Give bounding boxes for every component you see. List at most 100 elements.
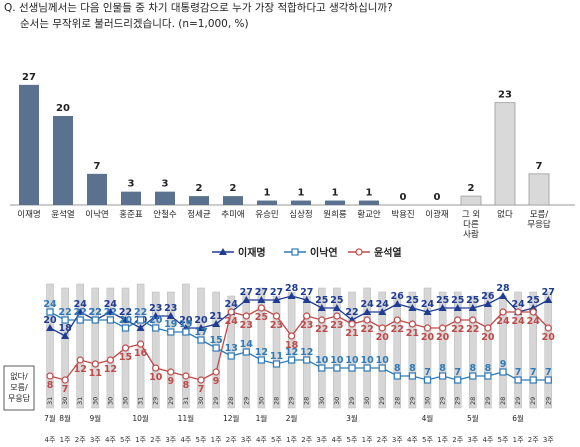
legend-marker-1 [291, 248, 299, 256]
series-1-label-14: 12 [255, 347, 268, 358]
month-label-7: 2월 [286, 413, 298, 423]
series-0-label-23: 26 [391, 291, 405, 302]
gray-bar-value-29: 29 [484, 397, 492, 405]
gray-bar-value-21: 30 [363, 397, 371, 405]
series-2-label-7: 10 [149, 372, 163, 383]
series-1-label-28: 8 [469, 363, 476, 374]
bar-category-0: 이재명 [17, 209, 40, 220]
gray-bar-value-5: 30 [122, 397, 130, 405]
bar-value-7: 1 [264, 188, 271, 199]
legend-marker-0 [219, 248, 227, 255]
series-0-point-8 [166, 312, 175, 319]
bar-value-10: 1 [366, 188, 373, 199]
bar-value-13: 2 [468, 183, 475, 194]
week-label-7: 2주 [150, 436, 161, 444]
series-1-label-1: 22 [58, 307, 71, 318]
series-0-label-32: 25 [527, 295, 540, 306]
series-2-point-5 [121, 344, 130, 352]
series-1-point-4 [106, 316, 115, 324]
series-1-point-26 [439, 372, 447, 380]
series-1-label-5: 20 [119, 315, 133, 326]
bar-value-2: 7 [94, 161, 101, 172]
week-label-32: 2주 [528, 436, 539, 444]
series-0-label-30: 28 [496, 283, 510, 294]
gray-bar-32 [529, 291, 537, 409]
series-2-point-30 [499, 308, 507, 316]
series-1-point-6 [137, 316, 145, 324]
bar-category-12: 이광재 [425, 209, 448, 220]
series-0-label-19: 25 [330, 295, 343, 306]
series-1-label-27: 7 [454, 367, 461, 378]
series-1-label-26: 8 [439, 363, 446, 374]
bar-category-14: 없다 [497, 210, 513, 220]
gray-bar-33 [544, 291, 553, 409]
series-1-point-11 [212, 344, 220, 352]
series-1-point-20 [348, 364, 356, 372]
series-line-1 [49, 311, 549, 381]
series-1-point-19 [333, 364, 341, 372]
week-label-27: 2주 [452, 436, 463, 444]
week-label-17: 2주 [301, 436, 312, 444]
series-2-label-26: 20 [436, 332, 450, 343]
week-label-21: 1주 [362, 436, 373, 444]
series-2-label-19: 23 [330, 320, 343, 331]
series-0-point-4 [106, 308, 115, 315]
series-2-point-20 [348, 320, 356, 328]
month-label-6: 1월 [256, 413, 268, 423]
series-2-label-11: 9 [213, 376, 220, 387]
gray-bar-value-4: 30 [106, 397, 114, 405]
series-0-point-25 [423, 308, 432, 315]
month-label-4: 11월 [178, 413, 195, 423]
series-0-point-23 [393, 300, 402, 307]
series-0-label-5: 22 [119, 307, 132, 318]
bar-category-6: 추미애 [221, 210, 244, 220]
series-2-point-1 [61, 376, 69, 384]
series-0-label-28: 25 [466, 295, 479, 306]
week-label-30: 5주 [498, 436, 509, 444]
gray-bar-value-18: 30 [318, 397, 326, 405]
gray-bar-value-0: 31 [46, 397, 54, 405]
series-1-point-21 [363, 364, 371, 372]
series-0-label-16: 28 [285, 283, 299, 294]
gray-bar-value-1: 30 [61, 397, 69, 405]
series-1-point-13 [242, 348, 250, 356]
series-1-label-21: 10 [360, 355, 374, 366]
gray-bar-18 [318, 287, 326, 409]
bar-5 [189, 196, 209, 205]
series-1-label-2: 22 [74, 307, 87, 318]
series-1-point-25 [423, 376, 432, 384]
series-1-label-25: 7 [424, 367, 431, 378]
bar-value-11: 0 [400, 192, 407, 203]
bar-1 [53, 116, 73, 205]
series-0-point-29 [483, 300, 492, 307]
week-label-0: 4주 [45, 436, 56, 444]
week-label-14: 4주 [256, 436, 267, 444]
series-0-point-33 [544, 296, 553, 303]
gray-bar-29 [484, 291, 492, 409]
series-2-label-22: 20 [376, 332, 390, 343]
series-2-point-9 [182, 372, 190, 380]
series-0-label-0: 20 [43, 315, 57, 326]
series-1-point-23 [393, 372, 401, 380]
month-label-1: 8월 [59, 413, 71, 423]
bar-value-9: 1 [332, 188, 339, 199]
gray-bar-value-13: 29 [242, 397, 250, 405]
series-2-point-11 [212, 368, 220, 376]
series-2-label-3: 11 [89, 368, 102, 379]
gray-bar-27 [453, 291, 462, 409]
week-label-28: 3주 [467, 436, 478, 444]
series-0-label-2: 24 [74, 299, 88, 310]
gray-bar-value-8: 29 [167, 397, 175, 405]
series-0-point-24 [408, 304, 417, 311]
gray-bar-4 [106, 287, 115, 409]
series-2-point-13 [242, 312, 250, 320]
week-label-16: 1주 [286, 436, 297, 444]
series-0-point-28 [468, 304, 477, 311]
gray-bar-value-3: 30 [91, 397, 99, 405]
gray-bar-value-25: 30 [424, 397, 432, 405]
month-label-0: 7월 [44, 413, 56, 423]
series-1-label-3: 22 [89, 307, 102, 318]
series-0-label-29: 26 [481, 291, 495, 302]
gray-bar-value-12: 28 [227, 397, 235, 405]
